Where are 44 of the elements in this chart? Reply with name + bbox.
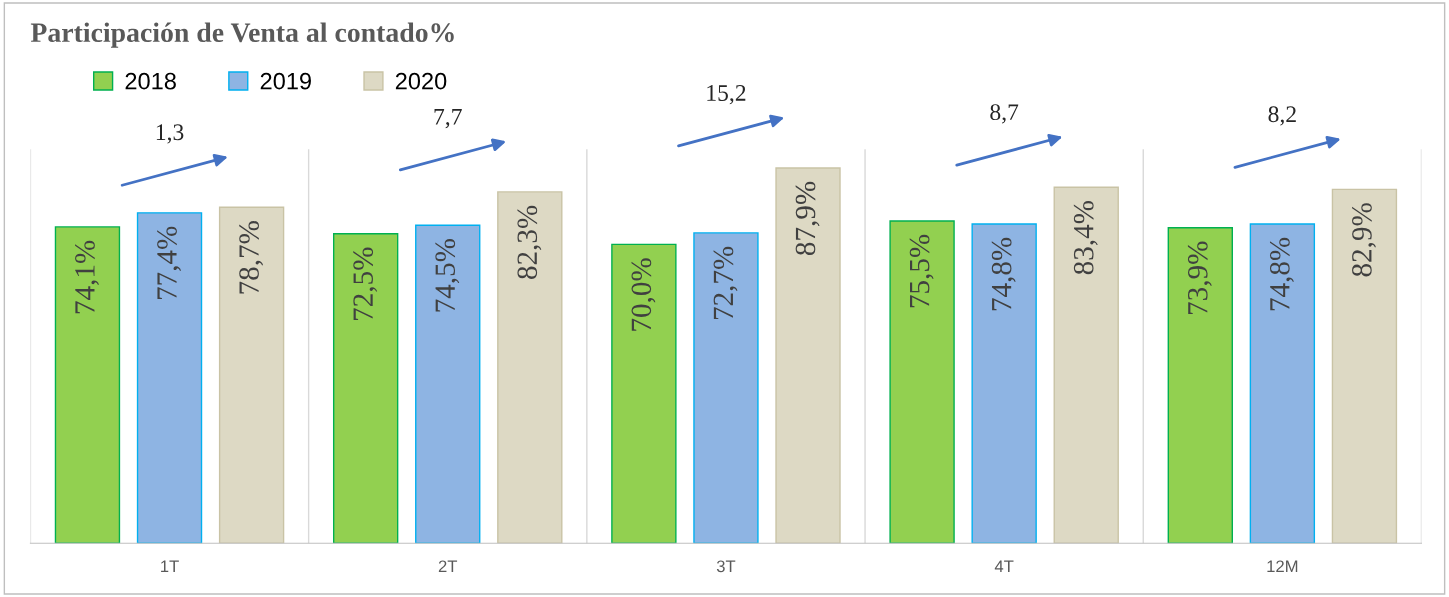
x-tick-label: 2T: [438, 560, 458, 573]
legend-label: 2018: [125, 72, 176, 90]
x-tick-label: 12M: [1267, 560, 1298, 573]
data-label: 77,4%: [157, 226, 182, 300]
data-label: 72,5%: [353, 247, 378, 320]
bar: [415, 224, 481, 544]
text: 7,7: [434, 109, 462, 129]
bar: [775, 167, 841, 544]
data-label: 74,5%: [435, 239, 460, 312]
data-label: 82,3%: [517, 205, 542, 279]
data-label: 74,8%: [1269, 237, 1294, 311]
x-tick-label: 4T: [994, 560, 1014, 573]
bar: [1167, 227, 1233, 544]
bar: [611, 243, 677, 544]
data-label: 72,7%: [713, 246, 738, 320]
data-label: 74,8%: [991, 237, 1016, 311]
data-label: 87,9%: [795, 181, 820, 256]
data-label: 73,9%: [1187, 241, 1212, 314]
bar: [136, 212, 203, 544]
bar: [497, 191, 563, 544]
bar: [971, 223, 1037, 544]
bar: [1053, 186, 1119, 544]
data-label: 83,4%: [1073, 201, 1098, 275]
data-label: 82,9%: [1352, 203, 1376, 277]
legend-label: 2019: [260, 72, 311, 90]
bar: [1249, 223, 1316, 544]
chart-title: Participación de Venta al contado%: [30, 22, 454, 48]
text: 1,3: [156, 124, 184, 144]
bar: [218, 206, 285, 544]
bar: [54, 226, 121, 544]
bar: [889, 220, 955, 544]
data-label: 74,1%: [75, 240, 99, 314]
text: 8,7: [990, 104, 1019, 124]
x-tick-label: 3T: [716, 560, 736, 573]
data-label: 70,0%: [631, 258, 656, 331]
bar: [693, 232, 759, 544]
data-label: 75,5%: [909, 234, 934, 308]
data-label: 78,7%: [239, 221, 264, 294]
bar: [1331, 188, 1398, 544]
text: 8,2: [1268, 106, 1296, 126]
text: 15,2: [707, 85, 746, 105]
bar: [332, 233, 399, 544]
x-tick-label: 1T: [161, 560, 179, 573]
legend-label: 2020: [395, 72, 447, 90]
